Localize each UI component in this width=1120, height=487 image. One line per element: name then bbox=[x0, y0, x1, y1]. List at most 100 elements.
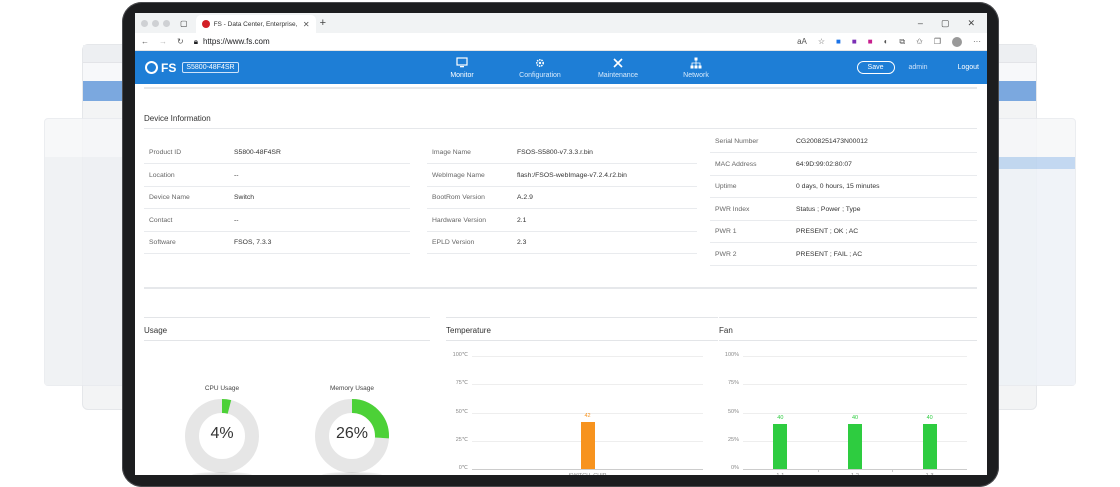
y-tick-label: 25% bbox=[727, 436, 739, 443]
nav-item-monitor[interactable]: Monitor bbox=[423, 51, 501, 84]
cpu-usage-label: CPU Usage bbox=[204, 385, 240, 392]
panel-top-line bbox=[719, 317, 977, 318]
panel-line bbox=[446, 340, 718, 341]
more-icon[interactable]: ··· bbox=[973, 37, 981, 46]
info-value: 0 days, 0 hours, 15 minutes bbox=[796, 183, 880, 190]
nav-item-network[interactable]: Network bbox=[657, 51, 735, 84]
info-label: MAC Address bbox=[715, 160, 757, 168]
gauge-shadow bbox=[192, 472, 252, 475]
address-bar: ← → ↻ 🔒︎ https://www.fs.com aA ☆ ■ ■ ■ ◐… bbox=[135, 33, 987, 51]
panel-line bbox=[719, 340, 977, 341]
profile-avatar[interactable] bbox=[952, 36, 962, 47]
gear-icon bbox=[534, 57, 546, 69]
browser-tabbar: ▢ FS - Data Center, Enterprise, T ✕ + – … bbox=[135, 13, 987, 33]
lock-icon: 🔒︎ bbox=[193, 36, 198, 46]
toolbar-icons: aA ☆ ■ ■ ■ ◐ ⧉ ✩ ❐ ··· bbox=[797, 36, 981, 47]
info-row: PWR 1 PRESENT ; OK ; AC bbox=[710, 221, 977, 243]
extension-icon-3[interactable]: ■ bbox=[867, 37, 873, 46]
save-button[interactable]: Save bbox=[856, 61, 895, 74]
window-dot[interactable] bbox=[152, 19, 159, 27]
chart-bar bbox=[580, 421, 595, 469]
tab-actions-icon[interactable]: ▢ bbox=[180, 18, 188, 28]
y-tick-label: 75% bbox=[727, 380, 739, 387]
y-tick-label: 25℃ bbox=[455, 436, 468, 443]
nav-item-configuration[interactable]: Configuration bbox=[501, 51, 579, 84]
info-row: MAC Address 64:9D:99:02:80:07 bbox=[710, 154, 977, 176]
info-label: EPLD Version bbox=[432, 239, 475, 246]
divider bbox=[144, 287, 977, 289]
reload-icon[interactable]: ↻ bbox=[177, 37, 184, 46]
fs-logo: FS bbox=[145, 61, 176, 75]
category-label: 1-1 bbox=[750, 473, 810, 475]
info-value: CG2008251473N00012 bbox=[796, 138, 868, 145]
main-nav: Monitor Configuration Maintenance bbox=[423, 51, 735, 84]
maximize-icon[interactable]: ▢ bbox=[940, 17, 950, 28]
new-tab-icon[interactable]: + bbox=[319, 17, 326, 29]
grid-line bbox=[472, 412, 703, 414]
info-row: Product ID S5800-48F4SR bbox=[144, 142, 410, 164]
logout-link[interactable]: Logout bbox=[957, 64, 979, 71]
bar-value-label: 40 bbox=[926, 414, 933, 421]
memory-gauge bbox=[315, 399, 389, 473]
info-row: Image Name FSOS-S5800-v7.3.3.r.bin bbox=[427, 142, 697, 164]
window-dots bbox=[141, 19, 170, 27]
gauge-shadow bbox=[322, 472, 382, 475]
favorites-bar-icon[interactable]: ✩ bbox=[916, 37, 923, 46]
info-value: -- bbox=[234, 171, 239, 179]
window-controls: – ▢ ✕ bbox=[918, 18, 987, 29]
info-value: Switch bbox=[234, 194, 255, 201]
info-value: flash:/FSOS-webImage-v7.2.4.r2.bin bbox=[517, 171, 627, 179]
window-dot[interactable] bbox=[163, 19, 170, 27]
memory-usage-value: 26% bbox=[335, 425, 369, 442]
tools-icon bbox=[612, 57, 624, 69]
info-label: Contact bbox=[149, 216, 173, 224]
bar-value-label: 42 bbox=[584, 412, 591, 419]
back-icon[interactable]: ← bbox=[141, 37, 149, 46]
info-value: Status ; Power ; Type bbox=[796, 205, 861, 213]
url-field[interactable]: 🔒︎ https://www.fs.com bbox=[194, 37, 270, 47]
info-label: Device Name bbox=[149, 194, 190, 201]
extension-icon-2[interactable]: ■ bbox=[851, 37, 857, 46]
extension-icon-4[interactable]: ◐ bbox=[883, 37, 889, 46]
info-label: Hardware Version bbox=[432, 216, 487, 224]
info-row: WebImage Name flash:/FSOS-webImage-v7.2.4… bbox=[427, 165, 697, 187]
info-label: Uptime bbox=[715, 183, 737, 190]
extension-icon[interactable]: ■ bbox=[836, 37, 841, 46]
read-aloud-icon[interactable]: aA bbox=[797, 37, 807, 46]
nav-label: Monitor bbox=[450, 71, 474, 79]
app-header-actions: Save admin Logout bbox=[856, 51, 979, 84]
y-tick-label: 50% bbox=[727, 408, 739, 415]
info-row: Serial Number CG2008251473N00012 bbox=[710, 131, 977, 153]
memory-usage-label: Memory Usage bbox=[329, 385, 375, 392]
y-tick-label: 100℃ bbox=[452, 352, 468, 358]
cpu-gauge bbox=[185, 399, 259, 473]
chart-bar bbox=[922, 423, 937, 469]
user-name[interactable]: admin bbox=[908, 64, 928, 71]
grid-line bbox=[743, 469, 967, 470]
close-tab-icon[interactable]: ✕ bbox=[302, 19, 310, 29]
info-row: Hardware Version 2.1 bbox=[427, 210, 697, 232]
chart-bar bbox=[773, 423, 788, 469]
nav-item-maintenance[interactable]: Maintenance bbox=[579, 51, 657, 84]
monitor-icon bbox=[456, 57, 468, 69]
info-label: PWR Index bbox=[715, 205, 750, 213]
favorite-icon[interactable]: ☆ bbox=[817, 37, 826, 46]
info-row: Software FSOS, 7.3.3 bbox=[144, 232, 410, 254]
grid-line bbox=[472, 356, 703, 357]
main-content: Device Information Product ID S5800-48F4S… bbox=[135, 84, 987, 475]
info-label: PWR 2 bbox=[715, 250, 737, 258]
chart-bar bbox=[848, 423, 862, 469]
browser-tab[interactable]: FS - Data Center, Enterprise, T ✕ bbox=[195, 15, 316, 33]
close-window-icon[interactable]: ✕ bbox=[967, 17, 975, 28]
usage-title: Usage bbox=[144, 326, 168, 335]
info-row: Uptime 0 days, 0 hours, 15 minutes bbox=[710, 176, 977, 198]
y-tick-label: 0℃ bbox=[458, 465, 468, 471]
collections-icon[interactable]: ❐ bbox=[933, 37, 941, 46]
info-value: 2.3 bbox=[517, 239, 527, 246]
forward-icon[interactable]: → bbox=[159, 37, 167, 46]
window-dot[interactable] bbox=[141, 19, 148, 27]
puzzle-icon[interactable]: ⧉ bbox=[899, 36, 906, 46]
minimize-icon[interactable]: – bbox=[917, 17, 923, 28]
browser-screen: ▢ FS - Data Center, Enterprise, T ✕ + – … bbox=[135, 13, 987, 475]
info-label: BootRom Version bbox=[432, 194, 485, 201]
